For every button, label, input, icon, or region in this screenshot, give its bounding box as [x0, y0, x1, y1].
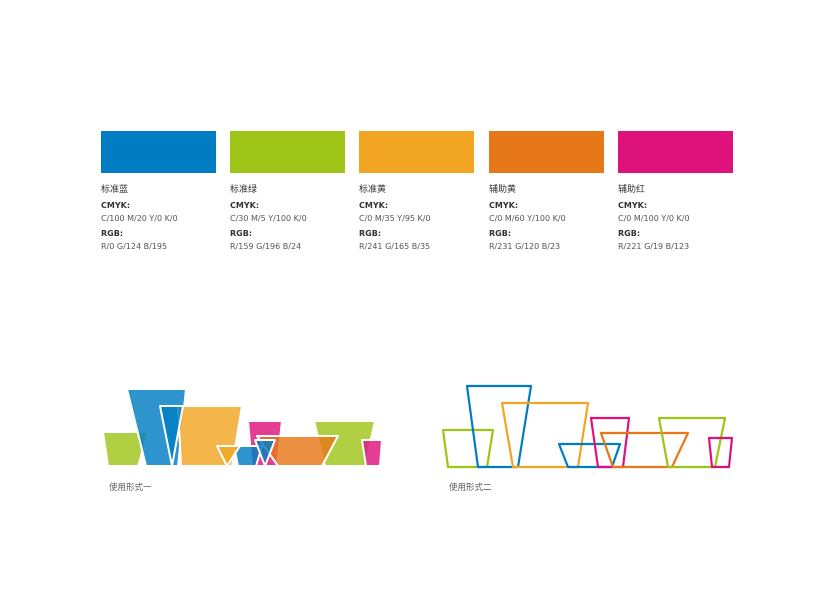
color-chip	[101, 131, 216, 173]
logo-shape	[256, 435, 339, 467]
color-name: 标准蓝	[101, 185, 129, 195]
color-swatch: 辅助红 CMYK: C/0 M/100 Y/0 K/0 RGB: R/221 G…	[618, 131, 733, 251]
rgb-value: R/231 G/120 B/23	[489, 242, 561, 251]
color-name: 辅助黄	[489, 185, 517, 195]
rgb-label: RGB:	[618, 229, 641, 238]
color-chip	[230, 131, 345, 173]
color-swatch: 辅助黄 CMYK: C/0 M/60 Y/100 K/0 RGB: R/231 …	[489, 131, 604, 251]
color-chip	[359, 131, 474, 173]
cmyk-value: C/0 M/100 Y/0 K/0	[618, 214, 690, 223]
color-chip	[618, 131, 733, 173]
logo-shape	[254, 439, 276, 467]
usage-form-2-caption: 使用形式二	[449, 483, 492, 493]
rgb-value: R/159 G/196 B/24	[230, 242, 302, 251]
logo-shape	[465, 384, 533, 469]
logo-shape	[102, 431, 149, 467]
logo-shape	[441, 428, 495, 469]
color-chip	[489, 131, 604, 173]
cmyk-label: CMYK:	[230, 201, 260, 210]
color-name: 标准绿	[230, 185, 258, 195]
rgb-value: R/221 G/19 B/123	[618, 242, 690, 251]
color-swatch: 标准蓝 CMYK: C/100 M/20 Y/0 K/0 RGB: R/0 G/…	[101, 131, 216, 251]
logo-shape	[216, 445, 241, 467]
cmyk-value: C/100 M/20 Y/0 K/0	[101, 214, 178, 223]
rgb-label: RGB:	[489, 229, 512, 238]
rgb-label: RGB:	[230, 229, 253, 238]
rgb-label: RGB:	[101, 229, 124, 238]
color-swatch: 标准黄 CMYK: C/0 M/35 Y/95 K/0 RGB: R/241 G…	[359, 131, 474, 251]
cmyk-value: C/0 M/35 Y/95 K/0	[359, 214, 431, 223]
cmyk-label: CMYK:	[618, 201, 648, 210]
cmyk-label: CMYK:	[101, 201, 131, 210]
color-name: 标准黄	[359, 185, 387, 195]
cmyk-label: CMYK:	[489, 201, 519, 210]
logo-shape	[657, 416, 727, 469]
usage-form-1-caption: 使用形式一	[109, 483, 152, 493]
cmyk-value: C/0 M/60 Y/100 K/0	[489, 214, 566, 223]
rgb-label: RGB:	[359, 229, 382, 238]
cmyk-value: C/30 M/5 Y/100 K/0	[230, 214, 307, 223]
logo-shape	[707, 436, 734, 469]
cmyk-label: CMYK:	[359, 201, 389, 210]
logo-shape	[361, 439, 383, 467]
rgb-value: R/0 G/124 B/195	[101, 242, 168, 251]
logo-shape	[233, 445, 263, 467]
logo-shape	[500, 401, 590, 469]
color-name: 辅助红	[618, 185, 646, 195]
rgb-value: R/241 G/165 B/35	[359, 242, 431, 251]
logo-shape	[159, 405, 184, 467]
color-swatch: 标准绿 CMYK: C/30 M/5 Y/100 K/0 RGB: R/159 …	[230, 131, 345, 251]
